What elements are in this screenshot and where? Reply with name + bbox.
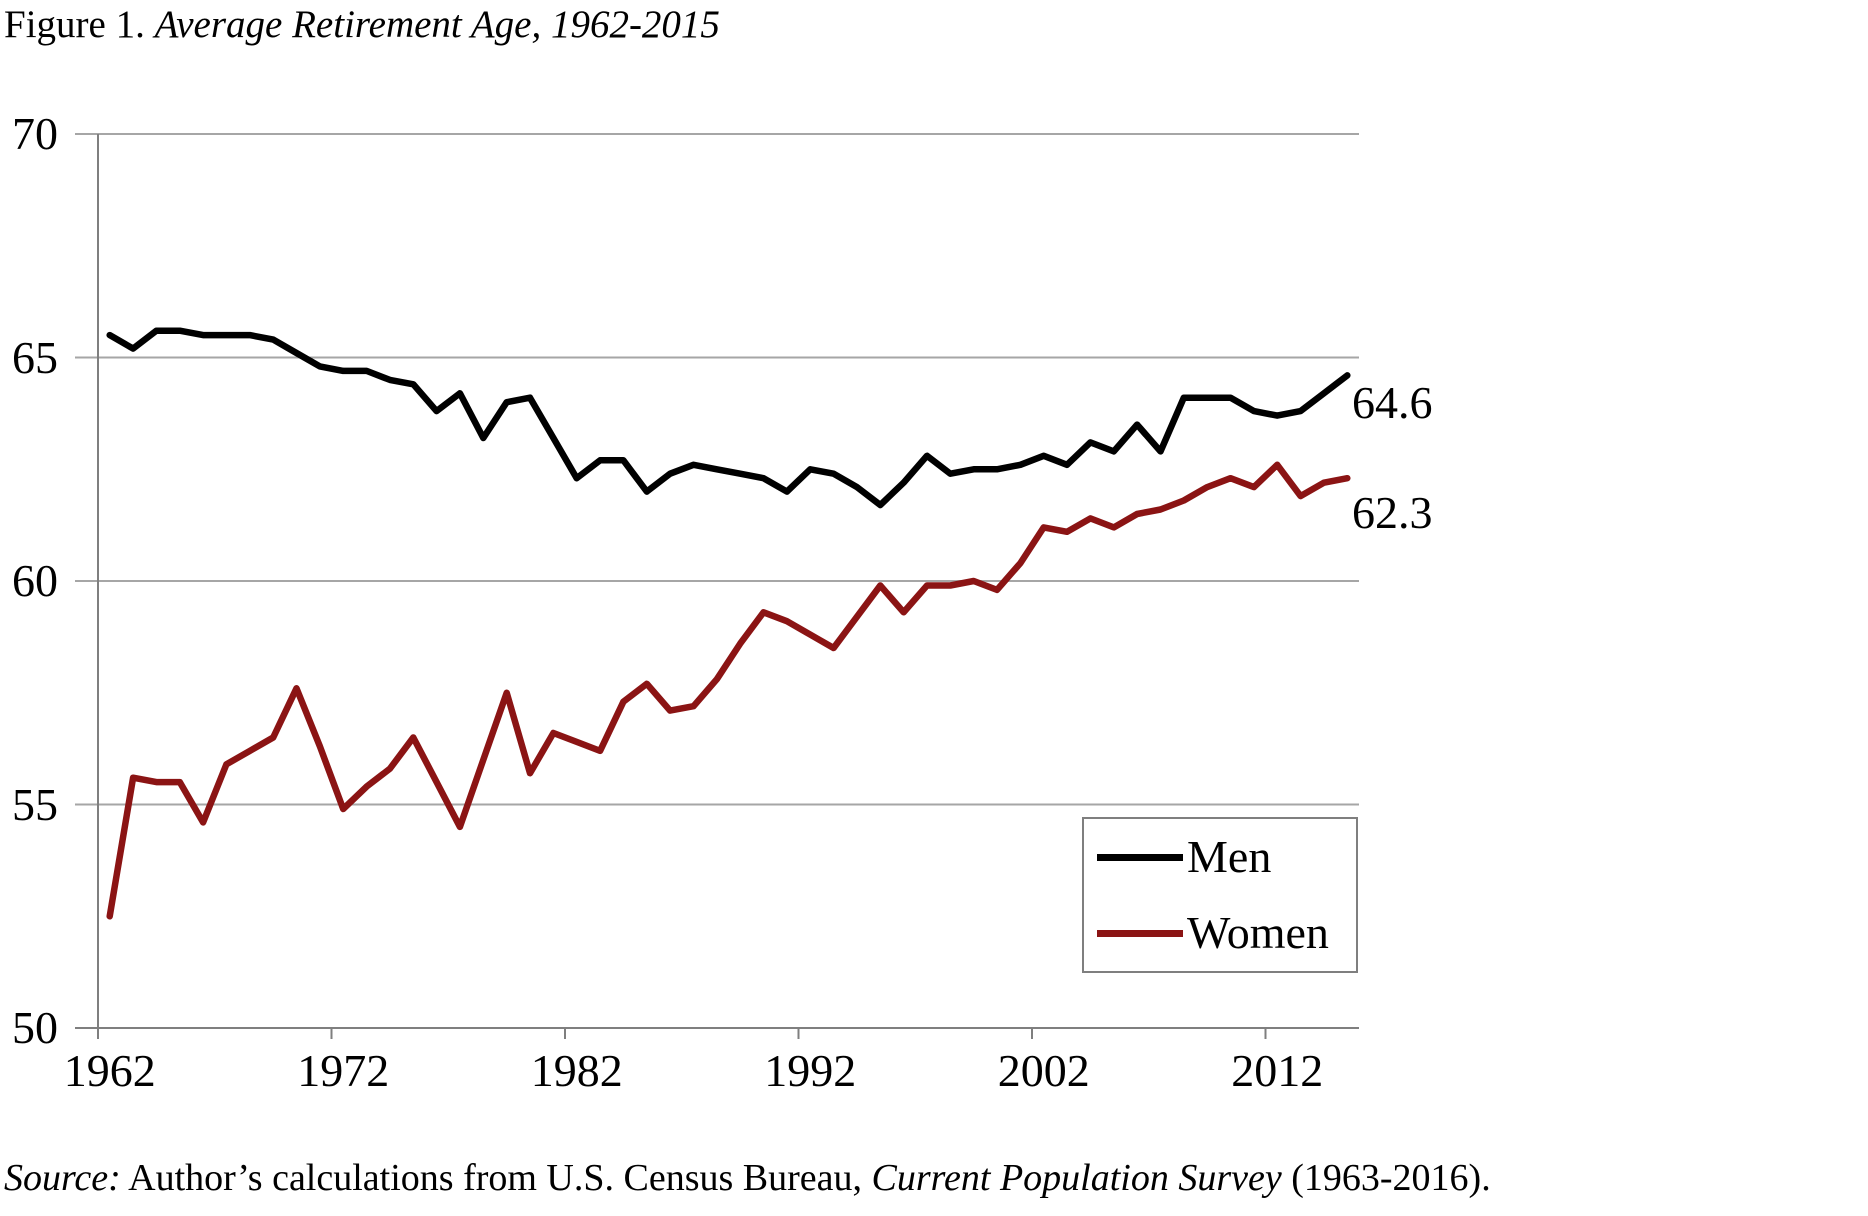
x-axis-tick-label: 1972 xyxy=(297,1045,390,1096)
women-end-value-label: 62.3 xyxy=(1352,487,1433,538)
legend-label-women: Women xyxy=(1187,907,1329,958)
y-axis-tick-label: 65 xyxy=(12,331,58,383)
x-axis-tick-label: 1962 xyxy=(63,1045,156,1096)
source-note-part: (1963-2016). xyxy=(1281,1157,1491,1199)
x-axis-tick-label: 2002 xyxy=(997,1045,1090,1096)
men-series-swatch-icon xyxy=(1097,853,1183,861)
legend: Men Women xyxy=(1082,817,1358,973)
y-axis-tick-label: 70 xyxy=(12,108,58,159)
x-axis-tick-label: 1992 xyxy=(764,1045,857,1096)
x-axis-tick-label: 1982 xyxy=(530,1045,623,1096)
source-note-part: Current Population Survey xyxy=(871,1157,1282,1199)
y-axis-tick-label: 50 xyxy=(12,1002,58,1053)
women-series-swatch-icon xyxy=(1097,929,1183,937)
title-prefix: Figure 1. xyxy=(4,3,155,46)
men-series-line xyxy=(106,327,1351,509)
source-note-part: Source: xyxy=(4,1157,121,1199)
x-axis-tick-label: 2012 xyxy=(1231,1045,1324,1096)
source-note: Source: Author’s calculations from U.S. … xyxy=(4,1156,1491,1202)
legend-label-men: Men xyxy=(1187,831,1272,882)
title-main: Average Retirement Age, 1962-2015 xyxy=(154,3,720,46)
women-series-line xyxy=(106,461,1351,920)
y-axis-tick-label: 55 xyxy=(12,778,58,830)
page-title: Figure 1. Average Retirement Age, 1962-2… xyxy=(4,2,720,49)
y-axis-tick-label: 60 xyxy=(12,555,58,606)
source-note-part: Author’s calculations from U.S. Census B… xyxy=(120,1157,872,1199)
legend-item-men: Men xyxy=(1084,819,1356,895)
legend-item-women: Women xyxy=(1084,895,1356,971)
men-end-value-label: 64.6 xyxy=(1352,377,1433,428)
